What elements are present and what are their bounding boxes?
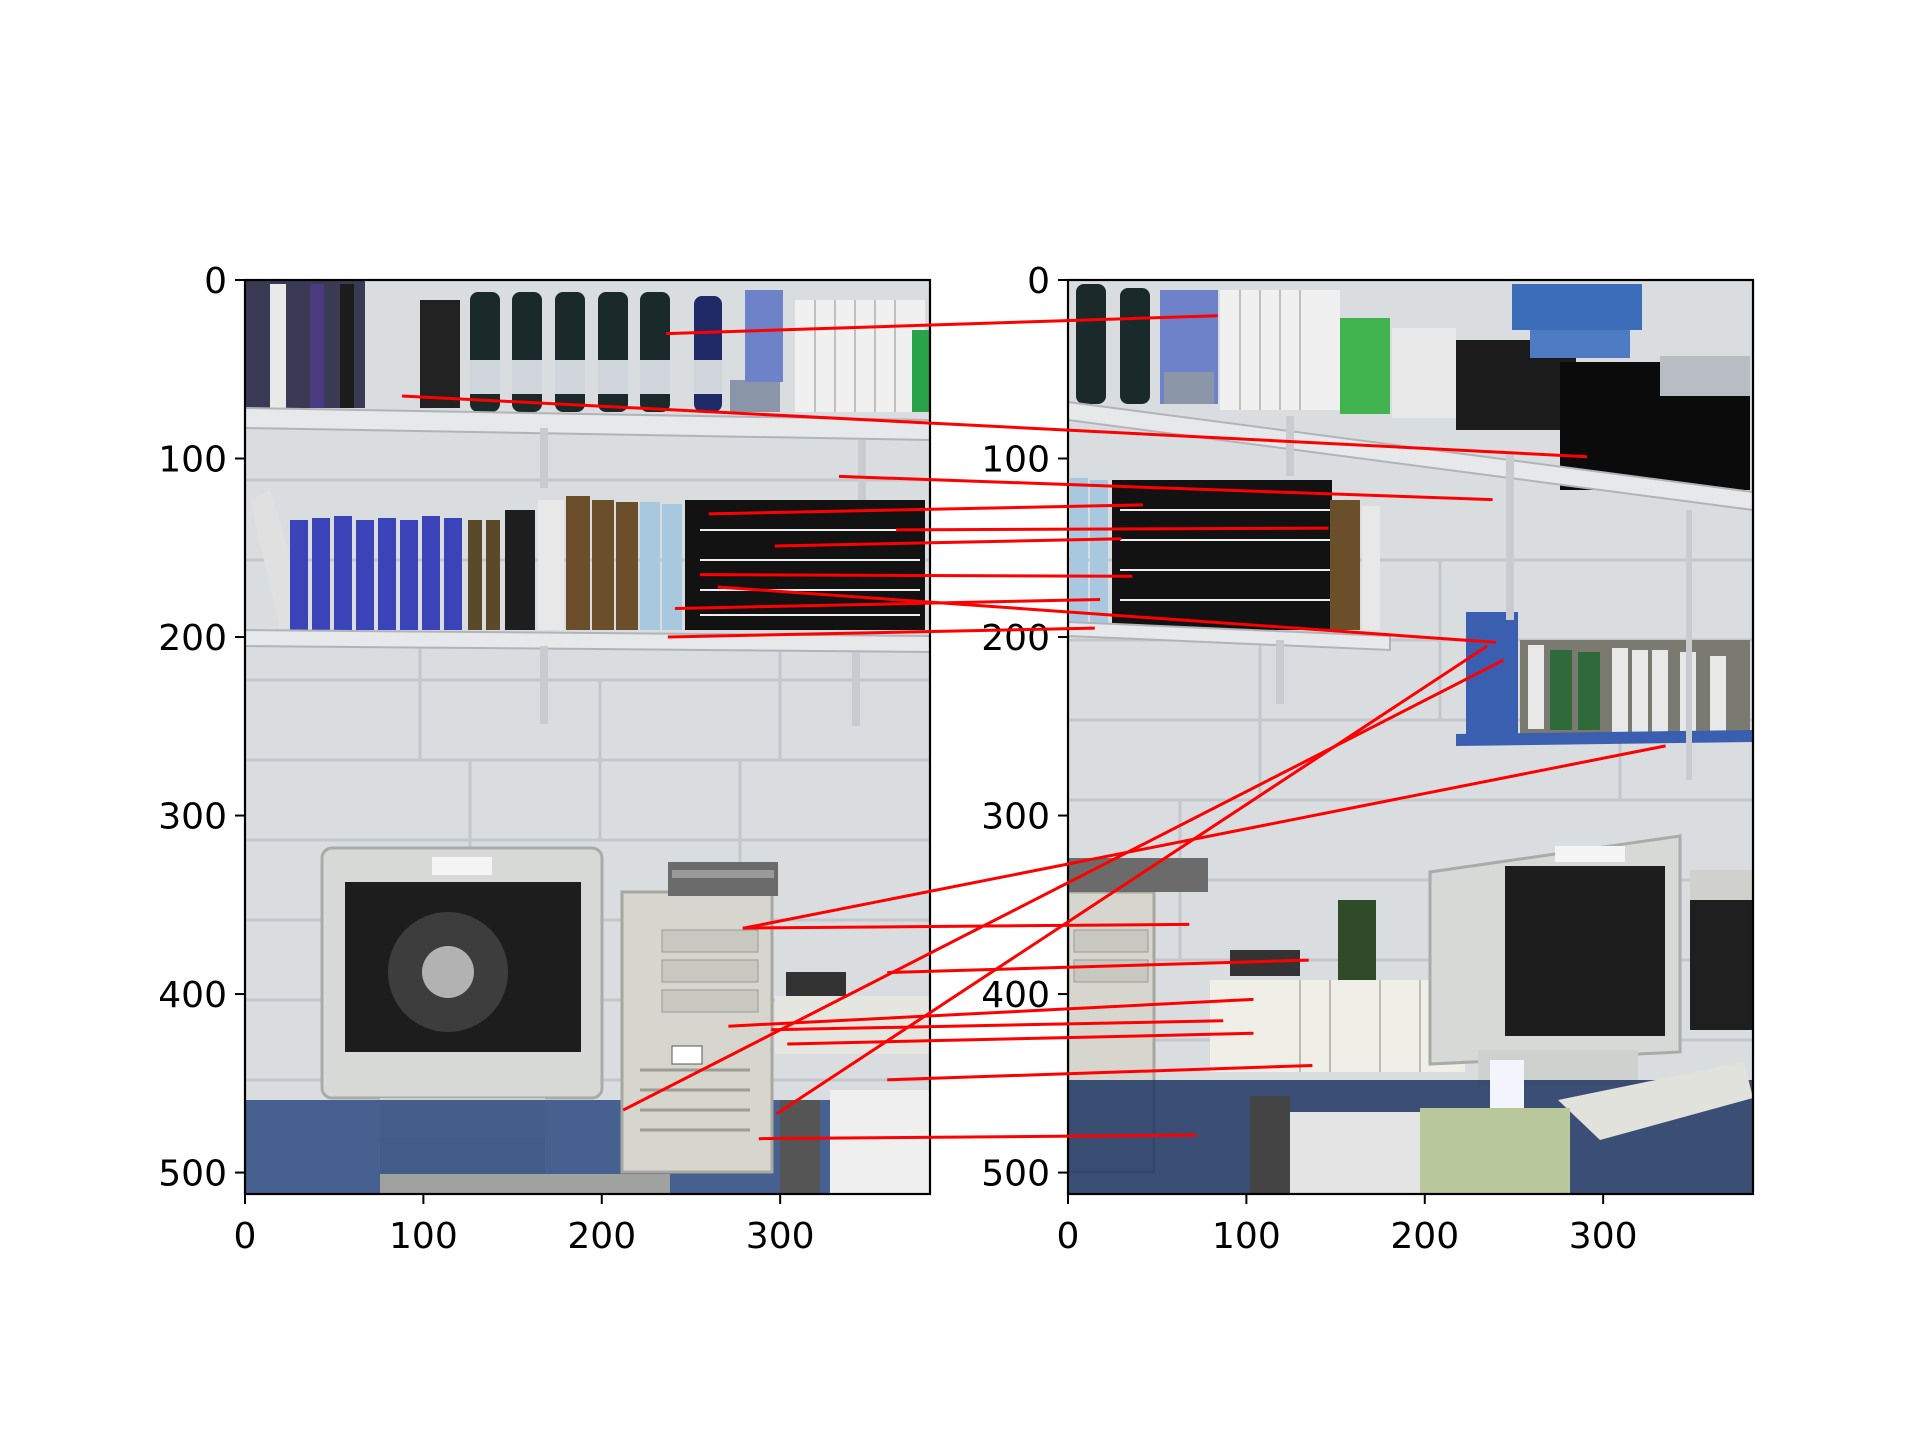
right-ytick-label: 100 xyxy=(981,440,1050,481)
match-line xyxy=(787,1031,1254,1046)
match-line xyxy=(838,474,1493,502)
right-xtick-label: 300 xyxy=(1569,1216,1638,1257)
left-xtick-label: 200 xyxy=(567,1216,636,1257)
left-ytick-label: 300 xyxy=(158,797,227,838)
right-ytick-label: 500 xyxy=(981,1154,1050,1195)
left-ytick-label: 500 xyxy=(158,1154,227,1195)
left-ytick-label: 100 xyxy=(158,440,227,481)
right-ytick-label: 0 xyxy=(1027,261,1050,302)
left-xtick-label: 300 xyxy=(746,1216,815,1257)
left-xtick-label: 0 xyxy=(234,1216,257,1257)
match-line xyxy=(887,1064,1313,1082)
left-axis-ticks: 0 100 200 300 0 100 200 300 400 500 xyxy=(158,261,814,1257)
right-ytick-label: 200 xyxy=(981,618,1050,659)
left-axes-frame xyxy=(243,278,932,1196)
match-line xyxy=(699,573,1133,578)
match-line xyxy=(622,658,1504,1112)
match-line xyxy=(774,537,1122,548)
match-line xyxy=(758,1133,1197,1141)
match-lines xyxy=(401,314,1666,1141)
match-line xyxy=(728,997,1254,1028)
right-ytick-label: 300 xyxy=(981,797,1050,838)
match-line xyxy=(708,503,1143,516)
match-line xyxy=(667,626,1095,639)
left-ytick-label: 0 xyxy=(204,261,227,302)
match-line xyxy=(665,314,1218,336)
match-line xyxy=(674,598,1101,610)
right-axes-frame xyxy=(1066,278,1755,1196)
match-line xyxy=(401,394,1588,459)
right-xtick-label: 200 xyxy=(1390,1216,1459,1257)
left-xtick-label: 100 xyxy=(389,1216,458,1257)
match-line xyxy=(742,922,1190,930)
left-ytick-label: 200 xyxy=(158,618,227,659)
left-ytick-label: 400 xyxy=(158,975,227,1016)
left-photo xyxy=(245,280,930,1194)
match-line xyxy=(771,1019,1224,1032)
right-xtick-label: 100 xyxy=(1212,1216,1281,1257)
match-line xyxy=(775,644,1489,1115)
match-line xyxy=(744,744,1666,930)
match-line xyxy=(887,958,1309,975)
right-xtick-label: 0 xyxy=(1057,1216,1080,1257)
match-line xyxy=(717,585,1497,644)
right-photo xyxy=(1068,280,1753,1194)
match-line xyxy=(896,526,1329,532)
